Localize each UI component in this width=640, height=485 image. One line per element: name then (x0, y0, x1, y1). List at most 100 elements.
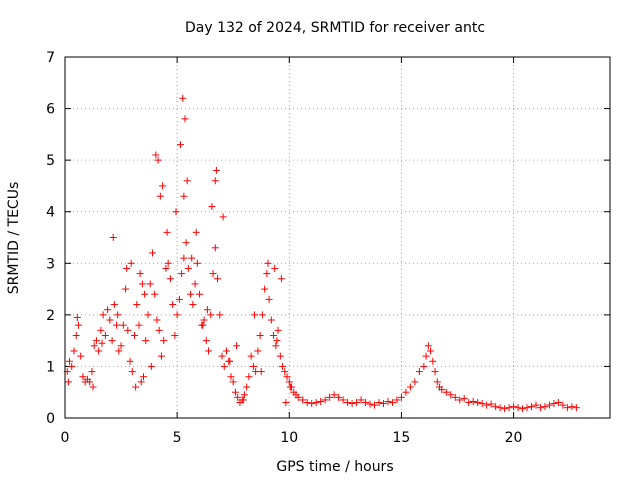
x-tick-label: 5 (173, 430, 182, 446)
data-point (568, 403, 576, 411)
data-point (65, 357, 73, 365)
data-point (147, 362, 155, 370)
data-point (139, 373, 147, 381)
data-point (285, 378, 293, 386)
data-point (119, 321, 127, 329)
data-point (247, 352, 255, 360)
data-point (77, 352, 85, 360)
data-point (177, 141, 185, 149)
data-point (189, 301, 197, 309)
data-point (203, 306, 211, 314)
data-point (243, 383, 251, 391)
data-point (258, 311, 266, 319)
data-point (64, 378, 72, 386)
data-point (196, 290, 204, 298)
x-tick-label: 20 (505, 430, 523, 446)
data-point (122, 285, 130, 293)
data-point (135, 321, 143, 329)
data-point (505, 404, 513, 412)
data-point (132, 383, 140, 391)
data-point (510, 403, 518, 411)
data-point (442, 388, 450, 396)
data-point (254, 347, 262, 355)
data-point (95, 347, 103, 355)
data-point (97, 326, 105, 334)
data-point (251, 311, 259, 319)
data-point (136, 270, 144, 278)
data-point (188, 254, 196, 262)
data-point (222, 347, 230, 355)
data-point (110, 301, 118, 309)
data-point (249, 362, 257, 370)
data-point (429, 357, 437, 365)
data-point (113, 321, 121, 329)
data-point (166, 275, 174, 283)
data-point (88, 368, 96, 376)
data-point (193, 259, 201, 267)
data-point (99, 311, 107, 319)
data-point (465, 399, 473, 407)
data-point (89, 383, 97, 391)
data-point (146, 280, 154, 288)
data-point (541, 403, 549, 411)
data-point (273, 337, 281, 345)
data-point (326, 393, 334, 401)
data-point (281, 368, 289, 376)
data-point (438, 386, 446, 394)
data-point (554, 399, 562, 407)
data-point (162, 264, 170, 272)
data-point (226, 357, 234, 365)
x-axis-label: GPS time / hours (276, 459, 393, 475)
data-point (183, 177, 191, 185)
data-point (148, 249, 156, 257)
data-point (357, 396, 365, 404)
data-point (68, 362, 76, 370)
data-point (245, 373, 253, 381)
data-point (545, 401, 553, 409)
data-point (240, 391, 248, 399)
data-point (523, 404, 531, 412)
data-point (191, 280, 199, 288)
data-point (492, 403, 500, 411)
y-tick-label: 5 (46, 153, 55, 169)
data-point (208, 203, 216, 211)
data-point (422, 352, 430, 360)
data-point (133, 301, 141, 309)
data-point (199, 321, 207, 329)
data-point (175, 295, 183, 303)
data-point (154, 156, 162, 164)
data-point (447, 391, 455, 399)
data-point (270, 331, 278, 339)
data-point (202, 337, 210, 345)
data-point (239, 396, 247, 404)
y-tick-label: 7 (46, 50, 55, 66)
data-point (180, 192, 188, 200)
data-point (219, 213, 227, 221)
data-point (433, 378, 441, 386)
data-point (379, 400, 387, 408)
data-point (141, 290, 149, 298)
data-point (227, 373, 235, 381)
data-point (283, 373, 291, 381)
data-point (171, 331, 179, 339)
data-point (153, 316, 161, 324)
data-point (483, 401, 491, 409)
data-point (384, 397, 392, 405)
data-point (424, 342, 432, 350)
data-point (79, 373, 87, 381)
data-point (261, 285, 269, 293)
data-point (388, 399, 396, 407)
y-tick-label: 4 (46, 205, 55, 221)
data-point (393, 396, 401, 404)
data-point (72, 331, 80, 339)
data-point (144, 311, 152, 319)
data-point (101, 331, 109, 339)
y-tick-label: 2 (46, 308, 55, 324)
data-point (207, 311, 215, 319)
data-point (231, 388, 239, 396)
data-point (209, 270, 217, 278)
data-point (294, 393, 302, 401)
data-point (397, 393, 405, 401)
data-point (420, 362, 428, 370)
